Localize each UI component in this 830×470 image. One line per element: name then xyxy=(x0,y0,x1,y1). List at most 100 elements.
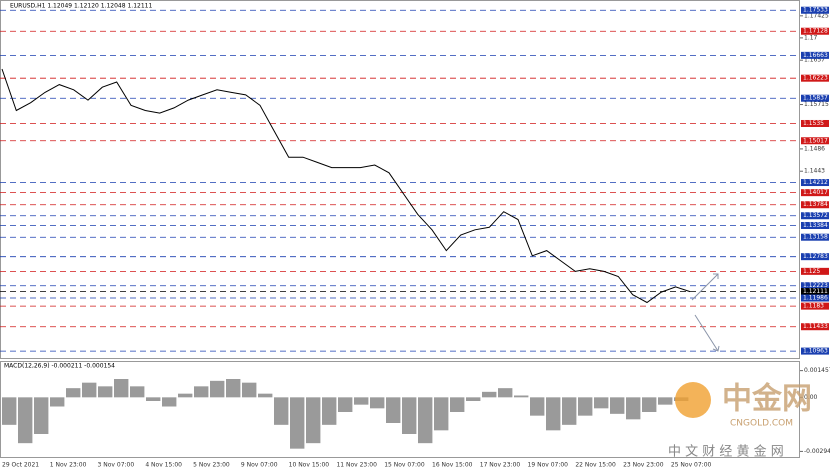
macd-panel xyxy=(0,361,800,458)
macd-bar xyxy=(194,386,209,398)
macd-bar xyxy=(562,397,577,425)
level-label: 1.1535 xyxy=(803,120,824,127)
level-label: 1.17128 xyxy=(803,28,828,35)
level-label: 1.13572 xyxy=(803,212,828,219)
macd-bar xyxy=(498,388,513,398)
level-tag xyxy=(801,294,829,302)
chart-title: EURUSD,H1 1.12049 1.12120 1.12048 1.1211… xyxy=(10,3,152,10)
level-label: 1.16663 xyxy=(803,52,828,59)
level-tag xyxy=(801,201,829,209)
level-tag xyxy=(801,221,829,229)
macd-bar xyxy=(210,380,225,398)
level-label: 1.10963 xyxy=(803,348,828,355)
level-tag xyxy=(801,323,829,331)
level-label: 1.15017 xyxy=(803,137,828,144)
y-tick-label: -0.002949 xyxy=(804,448,830,455)
macd-bar xyxy=(322,397,337,425)
level-label: 1.16223 xyxy=(803,75,828,82)
y-tick-label: 1.1443 xyxy=(804,168,825,175)
x-tick-label: 5 Nov 23:00 xyxy=(193,462,230,469)
macd-bar xyxy=(386,397,401,423)
macd-bar xyxy=(226,379,241,398)
level-tag xyxy=(801,74,829,82)
level-tag xyxy=(801,233,829,241)
level-label: 1.1183 xyxy=(803,303,824,310)
x-tick-label: 29 Oct 2021 xyxy=(2,462,39,469)
macd-bar xyxy=(34,397,49,434)
macd-bar xyxy=(594,397,609,409)
macd-bar xyxy=(338,397,353,412)
level-tag xyxy=(801,94,829,102)
macd-bar xyxy=(530,397,545,416)
level-label: 1.17533 xyxy=(803,7,828,14)
y-tick-label: 1.17 xyxy=(804,34,818,41)
watermark-tagline: 中 文 财 经 黄 金 网 xyxy=(668,444,784,460)
level-label: 1.14212 xyxy=(803,179,828,186)
level-label: 1.12223 xyxy=(803,282,828,289)
x-tick-label: 11 Nov 23:00 xyxy=(336,462,377,469)
y-tick-label: 1.1486 xyxy=(804,145,825,152)
x-tick-label: 22 Nov 15:00 xyxy=(575,462,616,469)
y-tick-label: 1.17425 xyxy=(804,12,829,19)
x-tick-label: 17 Nov 23:00 xyxy=(480,462,521,469)
level-tag xyxy=(801,302,829,310)
macd-bar xyxy=(578,397,593,416)
macd-bar xyxy=(2,397,17,425)
macd-bar xyxy=(178,393,193,398)
level-tag xyxy=(801,51,829,59)
macd-bar xyxy=(306,397,321,444)
macd-bar xyxy=(258,393,273,398)
macd-bar xyxy=(274,397,289,425)
macd-bar xyxy=(418,397,433,444)
macd-bar xyxy=(642,397,657,412)
macd-bar xyxy=(546,397,561,431)
macd-bar xyxy=(162,397,177,407)
macd-bar xyxy=(98,386,113,398)
level-label: 1.13384 xyxy=(803,222,828,229)
y-tick-label: 1.15715 xyxy=(804,101,829,108)
macd-label: MACD(12,26,9) -0.000211 -0.000154 xyxy=(4,363,115,370)
macd-bar xyxy=(626,397,641,420)
level-label: 1.13158 xyxy=(803,234,828,241)
x-tick-label: 9 Nov 07:00 xyxy=(241,462,278,469)
macd-bar xyxy=(466,397,481,401)
x-tick-label: 19 Nov 07:00 xyxy=(528,462,569,469)
macd-bar xyxy=(610,397,625,414)
y-tick-label: 0.001457 xyxy=(804,367,830,374)
x-tick-label: 4 Nov 15:00 xyxy=(145,462,182,469)
x-tick-label: 3 Nov 07:00 xyxy=(98,462,135,469)
level-label: 1.12111 xyxy=(803,288,828,295)
x-tick-label: 23 Nov 23:00 xyxy=(623,462,664,469)
level-tag xyxy=(801,6,829,14)
level-tag xyxy=(801,267,829,275)
x-tick-label: 16 Nov 15:00 xyxy=(432,462,473,469)
x-tick-label: 15 Nov 07:00 xyxy=(384,462,425,469)
level-tag xyxy=(801,288,829,296)
x-tick-label: 1 Nov 23:00 xyxy=(50,462,87,469)
level-tag xyxy=(801,253,829,261)
x-tick-label: 10 Nov 15:00 xyxy=(289,462,330,469)
macd-bar xyxy=(514,395,529,398)
level-label: 1.125 xyxy=(803,268,820,275)
level-tag xyxy=(801,282,829,290)
level-label: 1.13784 xyxy=(803,201,828,208)
macd-bar xyxy=(482,391,497,398)
macd-bar xyxy=(354,397,369,405)
macd-bar xyxy=(242,382,257,398)
level-label: 1.14017 xyxy=(803,189,828,196)
level-tag xyxy=(801,347,829,355)
macd-bar xyxy=(402,397,417,434)
price-panel xyxy=(0,0,800,359)
arrows xyxy=(691,273,720,352)
macd-bar xyxy=(146,397,161,401)
level-label: 1.12783 xyxy=(803,253,828,260)
price-line xyxy=(1,68,691,304)
level-tag xyxy=(801,189,829,197)
watermark-brand: 中金网 xyxy=(722,382,812,417)
x-tick-label: 25 Nov 07:00 xyxy=(671,462,712,469)
macd-bar xyxy=(114,379,129,398)
level-tag xyxy=(801,179,829,187)
macd-bar xyxy=(290,397,305,449)
level-label: 1.11433 xyxy=(803,323,828,330)
